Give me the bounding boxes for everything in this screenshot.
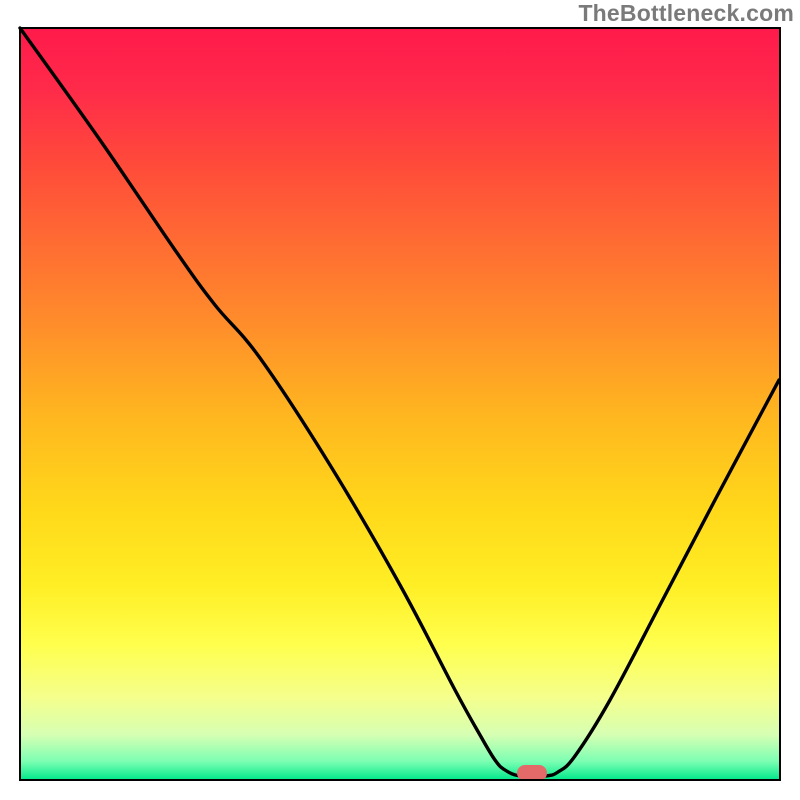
min-marker — [517, 765, 547, 781]
watermark-text: TheBottleneck.com — [578, 0, 794, 27]
chart-svg — [0, 0, 800, 800]
gradient-background — [20, 28, 780, 780]
bottleneck-chart: TheBottleneck.com — [0, 0, 800, 800]
plot-area — [20, 28, 780, 781]
